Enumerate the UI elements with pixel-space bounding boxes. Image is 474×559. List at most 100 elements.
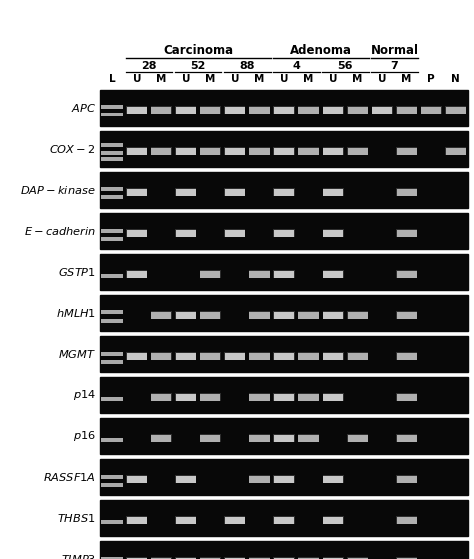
Bar: [249, 311, 270, 319]
Bar: [176, 148, 196, 155]
Bar: [273, 516, 294, 524]
Bar: [200, 311, 221, 319]
Bar: [323, 107, 343, 114]
Bar: [127, 188, 147, 196]
Bar: [200, 106, 221, 114]
Bar: [347, 148, 368, 155]
Bar: [273, 147, 294, 155]
Bar: [176, 311, 196, 319]
Bar: [101, 397, 123, 401]
Bar: [396, 516, 417, 524]
Bar: [298, 147, 319, 155]
Bar: [175, 106, 196, 114]
Bar: [175, 516, 196, 524]
Bar: [322, 270, 344, 278]
Bar: [200, 393, 221, 401]
Bar: [323, 557, 343, 559]
Bar: [175, 352, 196, 360]
Bar: [126, 270, 147, 278]
Bar: [396, 229, 417, 237]
Bar: [446, 148, 466, 155]
Bar: [175, 393, 196, 401]
Bar: [151, 106, 172, 114]
Bar: [274, 517, 294, 524]
Bar: [100, 213, 468, 249]
Bar: [396, 434, 417, 442]
Bar: [100, 500, 468, 536]
Bar: [397, 353, 417, 360]
Bar: [101, 319, 123, 323]
Bar: [273, 557, 294, 559]
Bar: [323, 394, 343, 401]
Bar: [249, 476, 270, 483]
Bar: [323, 271, 343, 278]
Bar: [298, 557, 319, 559]
Text: 4: 4: [292, 61, 300, 71]
Bar: [127, 517, 147, 524]
Bar: [322, 106, 344, 114]
Text: 56: 56: [337, 61, 353, 71]
Text: M: M: [205, 74, 216, 84]
Bar: [298, 352, 319, 360]
Text: $\mathit{hMLH1}$: $\mathit{hMLH1}$: [56, 307, 96, 319]
Bar: [274, 311, 294, 319]
Bar: [225, 107, 245, 114]
Bar: [298, 434, 319, 442]
Bar: [249, 475, 270, 484]
Bar: [421, 107, 441, 114]
Text: M: M: [401, 74, 412, 84]
Bar: [397, 230, 417, 237]
Bar: [101, 475, 123, 479]
Bar: [101, 144, 123, 148]
Text: $\mathit{TIMP3}$: $\mathit{TIMP3}$: [61, 553, 96, 559]
Bar: [274, 188, 294, 196]
Bar: [201, 353, 220, 360]
Bar: [127, 107, 147, 114]
Bar: [151, 107, 172, 114]
Bar: [101, 150, 123, 155]
Bar: [176, 230, 196, 237]
Bar: [176, 476, 196, 483]
Bar: [127, 230, 147, 237]
Text: $\mathit{MGMT}$: $\mathit{MGMT}$: [58, 348, 96, 360]
Bar: [299, 311, 319, 319]
Bar: [397, 517, 417, 524]
Bar: [224, 188, 246, 196]
Bar: [100, 459, 468, 495]
Bar: [396, 106, 417, 114]
Bar: [397, 434, 417, 442]
Bar: [151, 434, 172, 442]
Bar: [274, 271, 294, 278]
Bar: [151, 148, 172, 155]
Bar: [100, 336, 468, 372]
Bar: [396, 311, 417, 319]
Bar: [101, 229, 123, 233]
Bar: [101, 438, 123, 442]
Text: N: N: [451, 74, 460, 84]
Bar: [249, 557, 270, 559]
Bar: [126, 106, 147, 114]
Bar: [176, 394, 196, 401]
Bar: [101, 274, 123, 278]
Bar: [323, 517, 343, 524]
Bar: [101, 310, 123, 314]
Bar: [151, 557, 172, 559]
Bar: [322, 311, 344, 319]
Text: 88: 88: [239, 61, 255, 71]
Bar: [347, 434, 368, 442]
Bar: [249, 270, 270, 278]
Bar: [322, 188, 344, 196]
Bar: [249, 353, 270, 360]
Bar: [151, 393, 172, 401]
Bar: [372, 107, 392, 114]
Bar: [200, 270, 221, 278]
Bar: [347, 147, 368, 155]
Bar: [200, 352, 221, 360]
Bar: [347, 107, 368, 114]
Bar: [201, 271, 220, 278]
Bar: [397, 557, 417, 559]
Bar: [175, 311, 196, 319]
Bar: [176, 107, 196, 114]
Text: U: U: [280, 74, 288, 84]
Bar: [127, 557, 147, 559]
